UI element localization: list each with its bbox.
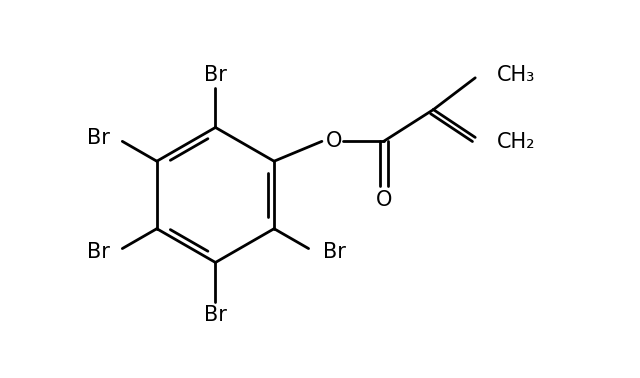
Text: CH₃: CH₃ (497, 65, 536, 85)
Text: Br: Br (204, 65, 227, 85)
Text: Br: Br (204, 305, 227, 325)
Text: O: O (326, 131, 342, 151)
Text: Br: Br (86, 129, 109, 149)
Text: CH₂: CH₂ (497, 132, 536, 152)
Text: O: O (376, 190, 392, 210)
Text: Br: Br (323, 242, 346, 262)
Text: Br: Br (86, 242, 109, 262)
